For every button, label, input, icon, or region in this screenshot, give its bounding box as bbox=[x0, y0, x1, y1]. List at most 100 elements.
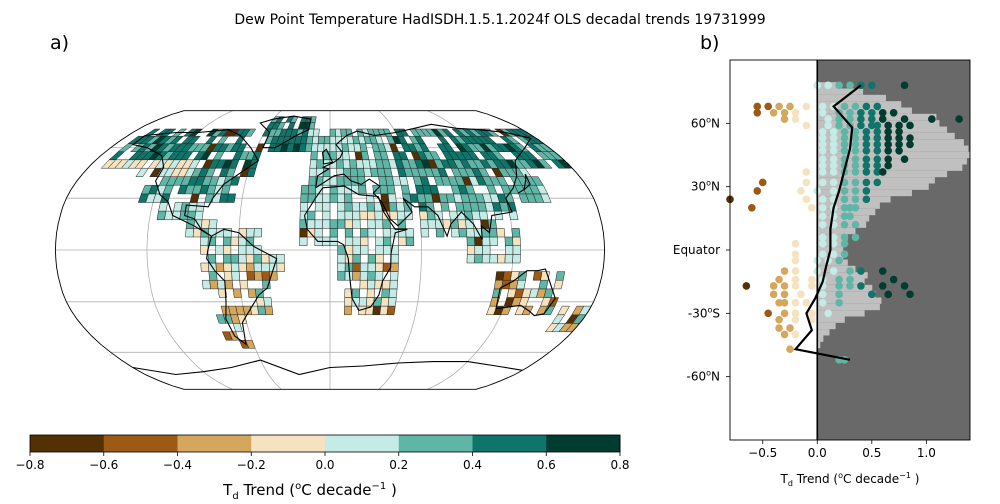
trend-point bbox=[873, 161, 882, 170]
grid-cell bbox=[495, 271, 505, 281]
grid-cell bbox=[315, 193, 323, 203]
trend-point bbox=[884, 134, 892, 142]
grid-cell bbox=[287, 122, 296, 130]
grid-cell bbox=[374, 210, 383, 221]
grid-cell bbox=[308, 176, 317, 186]
coverage-band bbox=[817, 341, 821, 349]
grid-cell bbox=[204, 135, 218, 145]
colorbar-tick-label: 0.8 bbox=[610, 458, 629, 472]
grid-cell bbox=[230, 236, 239, 246]
coverage-band bbox=[817, 284, 873, 292]
grid-cell bbox=[311, 143, 319, 152]
colorbar-tick-label: −0.4 bbox=[163, 458, 192, 472]
trend-point bbox=[884, 146, 892, 155]
trend-point bbox=[802, 195, 811, 204]
trend-point bbox=[818, 203, 827, 212]
grid-cell bbox=[474, 245, 483, 255]
coverage-band bbox=[817, 113, 937, 121]
trend-point bbox=[786, 345, 794, 354]
grid-cell bbox=[351, 202, 361, 212]
grid-cell bbox=[224, 279, 234, 290]
trend-point bbox=[846, 203, 854, 212]
coverage-band bbox=[817, 259, 848, 266]
grid-cell bbox=[304, 143, 313, 152]
trend-point bbox=[873, 140, 882, 149]
trend-point bbox=[829, 161, 838, 170]
grid-cell bbox=[352, 271, 361, 281]
grid-cell bbox=[440, 128, 455, 137]
trend-point bbox=[900, 81, 909, 90]
grid-cell bbox=[358, 297, 368, 307]
trend-point bbox=[791, 115, 800, 123]
grid-cell bbox=[504, 236, 514, 246]
grid-cell bbox=[367, 271, 376, 281]
trend-point bbox=[873, 155, 882, 164]
trend-point bbox=[818, 161, 827, 170]
trend-point bbox=[846, 115, 854, 123]
grid-cell bbox=[344, 236, 354, 246]
grid-cell bbox=[209, 279, 219, 290]
grid-cell bbox=[510, 271, 520, 281]
grid-cell bbox=[352, 236, 361, 246]
grid-cell bbox=[389, 210, 398, 221]
trend-point bbox=[900, 155, 909, 164]
trend-point bbox=[878, 282, 887, 290]
trend-point bbox=[791, 309, 800, 318]
y-tick-label: 60oN bbox=[691, 115, 720, 130]
grid-cell bbox=[481, 254, 491, 264]
grid-cell bbox=[230, 254, 239, 264]
x-tick-label: 1.0 bbox=[917, 446, 936, 460]
y-tick-label: -30oS bbox=[688, 305, 720, 320]
coverage-band bbox=[817, 316, 845, 323]
trend-point bbox=[873, 178, 882, 187]
trend-point bbox=[851, 195, 860, 204]
grid-cell bbox=[299, 228, 308, 238]
x-tick-label: 0.0 bbox=[808, 446, 827, 460]
colorbar-tick-label: 0.0 bbox=[315, 458, 334, 472]
trend-point bbox=[829, 233, 838, 242]
trend-point bbox=[906, 140, 914, 149]
figure-title: Dew Point Temperature HadISDH.1.5.1.2024… bbox=[234, 12, 765, 28]
grid-cell bbox=[223, 262, 232, 272]
coastline bbox=[206, 228, 278, 346]
trend-point bbox=[846, 275, 854, 284]
grid-cell bbox=[299, 236, 308, 246]
coastline bbox=[131, 129, 260, 237]
trend-point bbox=[884, 140, 892, 149]
grid-cell bbox=[360, 236, 369, 246]
trend-point bbox=[851, 155, 860, 164]
grid-cell bbox=[239, 279, 249, 290]
panel-a-label: a) bbox=[50, 32, 69, 54]
grid-cell bbox=[231, 271, 240, 281]
trend-point bbox=[791, 239, 800, 248]
grid-cell bbox=[256, 297, 265, 307]
grid-cell bbox=[397, 219, 406, 229]
grid-cell bbox=[389, 271, 399, 281]
grid-cell bbox=[322, 210, 331, 221]
trend-point bbox=[851, 127, 860, 136]
grid-cell bbox=[466, 245, 476, 255]
grid-cell bbox=[387, 193, 397, 203]
grid-cell bbox=[344, 202, 353, 212]
grid-cell bbox=[216, 135, 229, 145]
grid-cell bbox=[352, 219, 361, 229]
trend-point bbox=[780, 309, 789, 318]
trend-point bbox=[840, 127, 849, 136]
grid-cell bbox=[254, 271, 263, 281]
coverage-band bbox=[817, 145, 969, 152]
coverage-band bbox=[817, 227, 856, 235]
grid-cell bbox=[457, 219, 467, 229]
grid-cell bbox=[398, 236, 407, 246]
trend-point bbox=[862, 161, 871, 170]
trend-point bbox=[873, 168, 882, 176]
grid-cell bbox=[160, 128, 177, 137]
grid-cell bbox=[263, 297, 273, 307]
trend-point bbox=[851, 134, 860, 142]
grid-cell bbox=[471, 210, 481, 221]
trend-point bbox=[846, 81, 854, 90]
grid-cell bbox=[246, 228, 255, 238]
trend-point bbox=[797, 290, 805, 299]
trend-point bbox=[780, 290, 789, 299]
grid-cell bbox=[158, 202, 169, 212]
grid-cell bbox=[489, 254, 498, 264]
